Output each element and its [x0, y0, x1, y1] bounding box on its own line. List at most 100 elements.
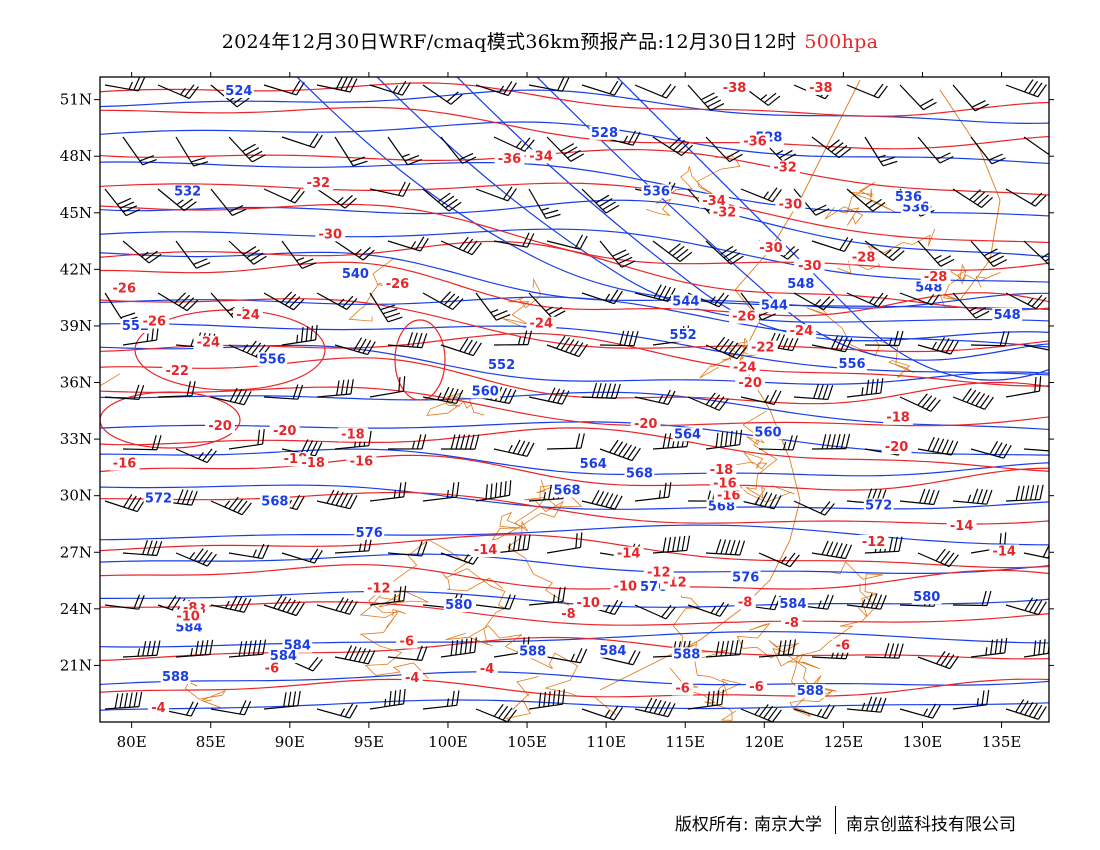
wind-barb — [475, 292, 511, 321]
wind-barb — [581, 188, 620, 214]
wind-barb — [369, 585, 407, 606]
contour-label: -36 — [494, 152, 525, 167]
svg-text:-16: -16 — [717, 489, 741, 504]
svg-text:-6: -6 — [836, 639, 850, 654]
contour-label: -4 — [401, 670, 423, 686]
wind-barb — [705, 539, 746, 556]
boundary-line — [715, 451, 795, 503]
wind-barb — [581, 382, 621, 399]
wind-barb — [387, 645, 428, 661]
wind-barb — [917, 136, 954, 164]
wind-barb — [475, 480, 512, 502]
svg-text:-6: -6 — [675, 681, 689, 696]
contour-label: 568 — [624, 466, 655, 482]
contour-label: -18 — [706, 462, 737, 478]
wind-barb — [687, 601, 729, 617]
wind-barb — [157, 84, 199, 100]
height-contour — [100, 344, 1049, 385]
contour-label: -30 — [775, 197, 806, 212]
wind-barb — [634, 389, 676, 406]
wind-barb — [599, 650, 641, 666]
contour-label: 560 — [753, 425, 783, 441]
svg-text:-28: -28 — [924, 270, 948, 285]
wind-barb — [705, 136, 743, 163]
temperature-contour — [100, 391, 241, 449]
wind-barb — [970, 240, 1008, 268]
contour-label: 568 — [706, 499, 737, 514]
wind-barb — [440, 637, 477, 658]
wind-barb — [175, 448, 217, 464]
svg-text:-18: -18 — [301, 456, 325, 471]
height-contour — [456, 77, 1049, 342]
contour-label: 588 — [671, 647, 702, 662]
svg-text:584: 584 — [270, 649, 297, 664]
wind-barb — [1005, 79, 1047, 98]
contour-label: 560 — [470, 384, 501, 399]
contour-label: -32 — [770, 160, 800, 176]
wind-barb — [811, 236, 853, 253]
contour-label: 580 — [443, 598, 474, 613]
wind-barb — [440, 338, 482, 357]
wind-barb — [970, 136, 1006, 165]
svg-text:556: 556 — [259, 352, 286, 367]
wind-barb — [281, 240, 317, 269]
wind-barb — [864, 136, 898, 167]
coastline — [939, 89, 1001, 301]
contour-label: -24 — [729, 360, 760, 376]
temperature-contour — [100, 534, 1049, 569]
boundary-line — [824, 182, 896, 226]
wind-barb — [122, 240, 162, 264]
svg-text:-38: -38 — [809, 81, 833, 96]
wind-barb — [228, 543, 270, 560]
contour-label: -6 — [261, 661, 283, 676]
contour-label: 572 — [863, 498, 894, 513]
contour-label: 552 — [668, 327, 699, 343]
height-contour — [100, 322, 1049, 376]
wind-barb — [581, 289, 623, 305]
lat-tick-label-0: 51N — [60, 91, 92, 109]
svg-text:-22: -22 — [165, 364, 189, 379]
contour-label: 564 — [578, 456, 609, 472]
height-contour — [296, 77, 1049, 310]
wind-barb — [687, 689, 725, 710]
wind-barb — [652, 535, 691, 554]
svg-text:-6: -6 — [400, 635, 414, 650]
wind-barb — [917, 336, 959, 355]
wind-barb — [846, 188, 886, 212]
contour-label: -24 — [786, 324, 817, 339]
svg-text:-12: -12 — [862, 535, 886, 550]
wind-barb — [740, 389, 782, 405]
wind-barb — [740, 491, 782, 510]
svg-text:-6: -6 — [265, 661, 279, 676]
wind-barb — [493, 329, 533, 346]
svg-text:-12: -12 — [367, 581, 391, 596]
contour-label: 548 — [992, 307, 1023, 323]
contour-label: -14 — [989, 544, 1020, 559]
wind-barb — [122, 540, 163, 557]
wind-barb — [104, 188, 141, 217]
wind-barbs — [104, 77, 1049, 722]
svg-text:-20: -20 — [885, 440, 909, 455]
footer-divider — [835, 806, 836, 834]
svg-text:-12: -12 — [647, 566, 671, 581]
wind-barb — [475, 704, 517, 722]
svg-text:-16: -16 — [113, 457, 137, 472]
svg-text:584: 584 — [779, 597, 806, 612]
contour-label: -22 — [747, 340, 778, 356]
wind-barb — [316, 379, 354, 398]
boundary-line — [426, 392, 485, 416]
temperature-contour — [100, 261, 1049, 317]
wind-barb — [1023, 639, 1049, 658]
wind-barb — [210, 387, 252, 406]
contour-label: 584 — [174, 620, 204, 635]
boundary-line — [505, 676, 539, 722]
svg-text:-14: -14 — [617, 547, 641, 562]
svg-text:560: 560 — [754, 426, 781, 441]
svg-text:588: 588 — [519, 644, 546, 659]
wind-barb — [952, 388, 994, 410]
contour-label: 536 — [893, 190, 924, 205]
contour-label: 584 — [268, 649, 299, 664]
svg-text:-30: -30 — [319, 227, 343, 242]
svg-text:-24: -24 — [790, 324, 814, 339]
